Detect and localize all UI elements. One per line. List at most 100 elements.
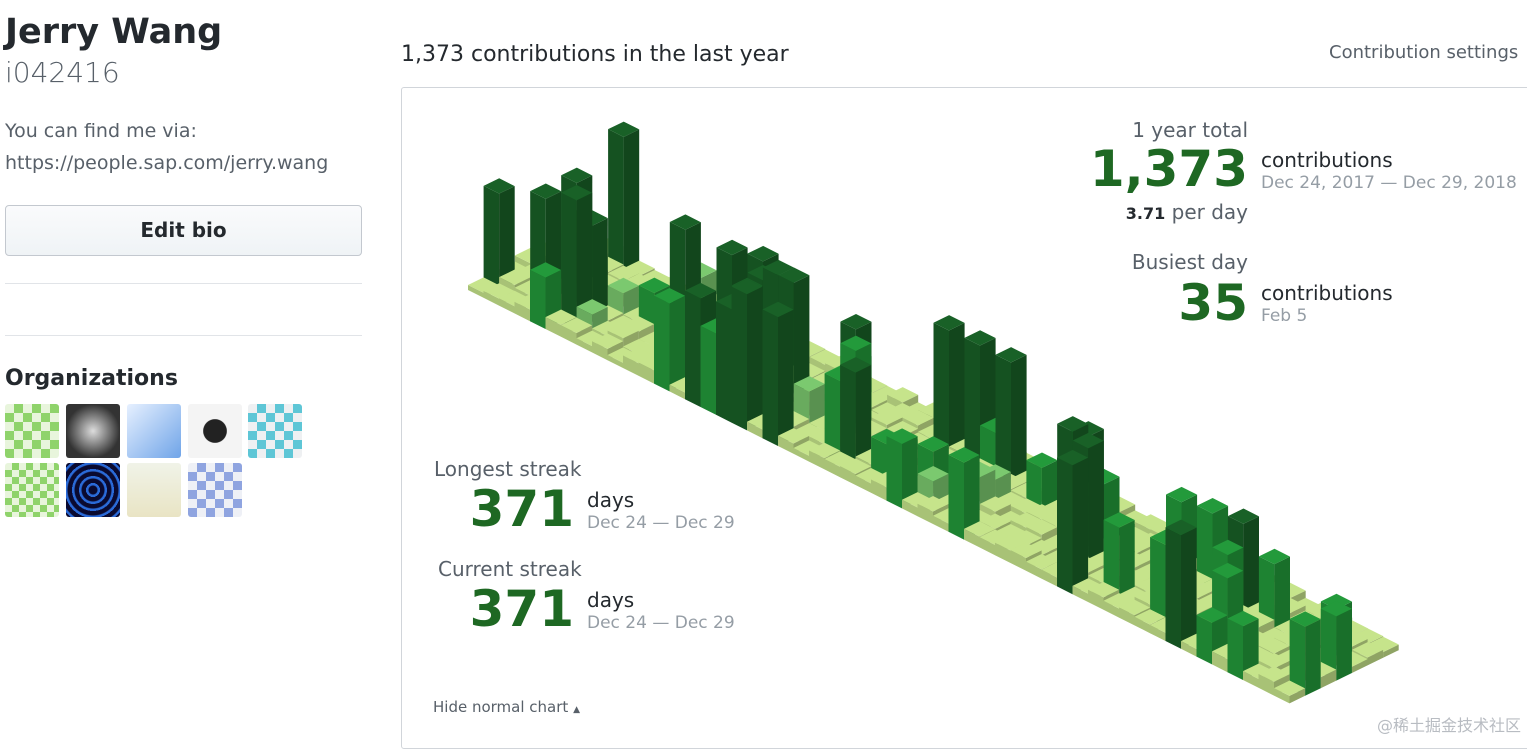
bio-link[interactable]: https://people.sap.com/jerry.wang <box>5 152 329 174</box>
contribution-cube <box>1088 589 1104 610</box>
org-avatar[interactable] <box>248 404 302 458</box>
contribution-cube <box>1103 512 1135 528</box>
edit-bio-button[interactable]: Edit bio <box>5 205 362 256</box>
contribution-cube <box>576 338 592 353</box>
contribution-cube <box>700 325 716 415</box>
contribution-cube <box>747 421 763 439</box>
org-avatar[interactable] <box>66 404 120 458</box>
org-avatar[interactable] <box>127 463 181 517</box>
contribution-cube <box>762 301 794 318</box>
contribution-cube <box>1119 607 1135 626</box>
contribution-cube <box>623 260 655 276</box>
organizations-heading: Organizations <box>5 366 178 391</box>
contribution-cube <box>948 454 964 540</box>
contribution-cube <box>1197 498 1229 514</box>
contribution-cube <box>561 192 577 330</box>
contribution-cube <box>840 313 872 330</box>
contribution-cube <box>1243 618 1259 680</box>
contribution-cube <box>778 309 794 446</box>
contribution-cube <box>778 428 810 444</box>
contribution-cube <box>1258 638 1290 654</box>
contribution-cube <box>1274 680 1306 696</box>
current-value: 371 <box>469 580 574 638</box>
contribution-cube <box>887 387 919 403</box>
contribution-cube <box>1103 600 1119 618</box>
contribution-cube <box>979 513 1011 529</box>
year-total-label: 1 year total <box>1132 118 1248 142</box>
org-avatar[interactable] <box>188 404 242 458</box>
org-avatar[interactable] <box>188 463 242 517</box>
contribution-cube <box>1026 452 1058 468</box>
contribution-cube <box>964 330 996 346</box>
contribution-cube <box>499 298 515 314</box>
contribution-cube <box>747 286 763 431</box>
contribution-cube <box>592 333 624 349</box>
contribution-cube <box>855 475 871 493</box>
contribution-cube <box>608 121 640 137</box>
contribution-settings[interactable]: Contribution settings <box>1329 42 1519 63</box>
contribution-cube <box>592 218 608 322</box>
contribution-cube <box>623 316 655 332</box>
contribution-cube <box>499 186 515 291</box>
contribution-cube <box>561 325 577 345</box>
contribution-cube <box>607 354 623 368</box>
contribution-cube <box>1072 432 1104 449</box>
contribution-cube <box>840 466 856 485</box>
contribution-cube <box>561 184 593 201</box>
contribution-cube <box>468 285 484 298</box>
username: i042416 <box>5 56 120 89</box>
contribution-cube <box>499 269 531 285</box>
contribution-cube <box>1258 673 1274 696</box>
contribution-cube <box>778 435 794 454</box>
contribution-cube <box>933 322 949 455</box>
contribution-cube <box>561 317 593 334</box>
contribution-cube <box>809 442 841 459</box>
contribution-cube <box>608 129 624 276</box>
contribution-cube <box>1165 527 1181 649</box>
contribution-cube <box>824 458 840 478</box>
contribution-cube <box>902 410 934 426</box>
contribution-cube <box>1150 537 1166 626</box>
contribution-cube <box>607 277 639 294</box>
contribution-cube <box>731 278 763 295</box>
contribution-cube <box>654 288 686 304</box>
isometric-chart <box>468 121 1399 704</box>
org-avatar[interactable] <box>127 404 181 458</box>
contribution-cube <box>933 315 965 331</box>
contribution-cube <box>669 295 686 392</box>
hide-chart-text[interactable]: Hide normal chart <box>433 698 569 716</box>
contribution-cube <box>886 436 902 509</box>
longest-range: Dec 24 — Dec 29 <box>587 513 735 533</box>
contribution-cube <box>1088 440 1104 572</box>
contribution-cube <box>1336 608 1352 681</box>
hide-chart-link[interactable]: Hide normal chart ▲ <box>433 698 580 716</box>
current-range: Dec 24 — Dec 29 <box>587 613 735 633</box>
busiest-date: Feb 5 <box>1261 306 1308 326</box>
org-avatar[interactable] <box>5 404 59 458</box>
contribution-cube <box>933 515 949 532</box>
contribution-cube <box>1103 519 1120 603</box>
contribution-cube <box>762 309 778 446</box>
contribution-cube <box>1289 688 1306 704</box>
contribution-cube <box>1274 688 1290 704</box>
contribution-cube <box>1041 569 1057 587</box>
contribution-cube <box>979 537 995 556</box>
org-avatar[interactable] <box>5 463 59 517</box>
contribution-cube <box>778 267 810 283</box>
watermark: @稀土掘金技术社区 <box>1376 716 1521 735</box>
contribution-cube <box>964 521 996 537</box>
contribution-cube <box>979 496 1011 512</box>
contribution-cube <box>561 167 593 184</box>
current-unit: days <box>587 588 635 612</box>
busiest-unit: contributions <box>1261 281 1393 305</box>
contribution-cube <box>1010 530 1042 546</box>
org-avatar[interactable] <box>66 463 120 517</box>
contribution-cube <box>1057 416 1089 432</box>
year-range: Dec 24, 2017 — Dec 29, 2018 <box>1261 173 1517 193</box>
contribution-cube <box>1258 666 1290 682</box>
year-total: 1,373 <box>1089 140 1248 198</box>
contribution-cube <box>840 357 872 373</box>
contribution-cube <box>1088 581 1120 598</box>
contributions-heading: 1,373 contributions in the last year <box>401 42 789 67</box>
contribution-cube <box>1010 542 1042 558</box>
